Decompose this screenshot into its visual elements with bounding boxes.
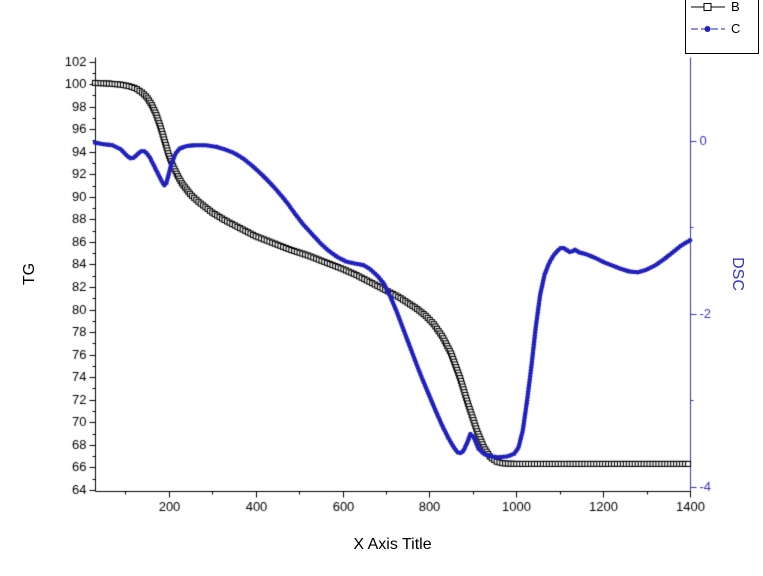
legend-label-c: C (731, 21, 741, 36)
open-square-marker-icon (691, 3, 725, 11)
legend-item-c[interactable]: C (686, 18, 758, 40)
filled-circle-marker-icon (691, 26, 725, 32)
x-axis-title: X Axis Title (353, 536, 432, 553)
legend-item-b[interactable]: B (686, 0, 758, 18)
y-axis-title-right: DSC (729, 257, 746, 291)
y-axis-title-left: TG (21, 262, 38, 286)
legend-label-b: B (731, 0, 740, 14)
legend: B C (685, 0, 759, 54)
